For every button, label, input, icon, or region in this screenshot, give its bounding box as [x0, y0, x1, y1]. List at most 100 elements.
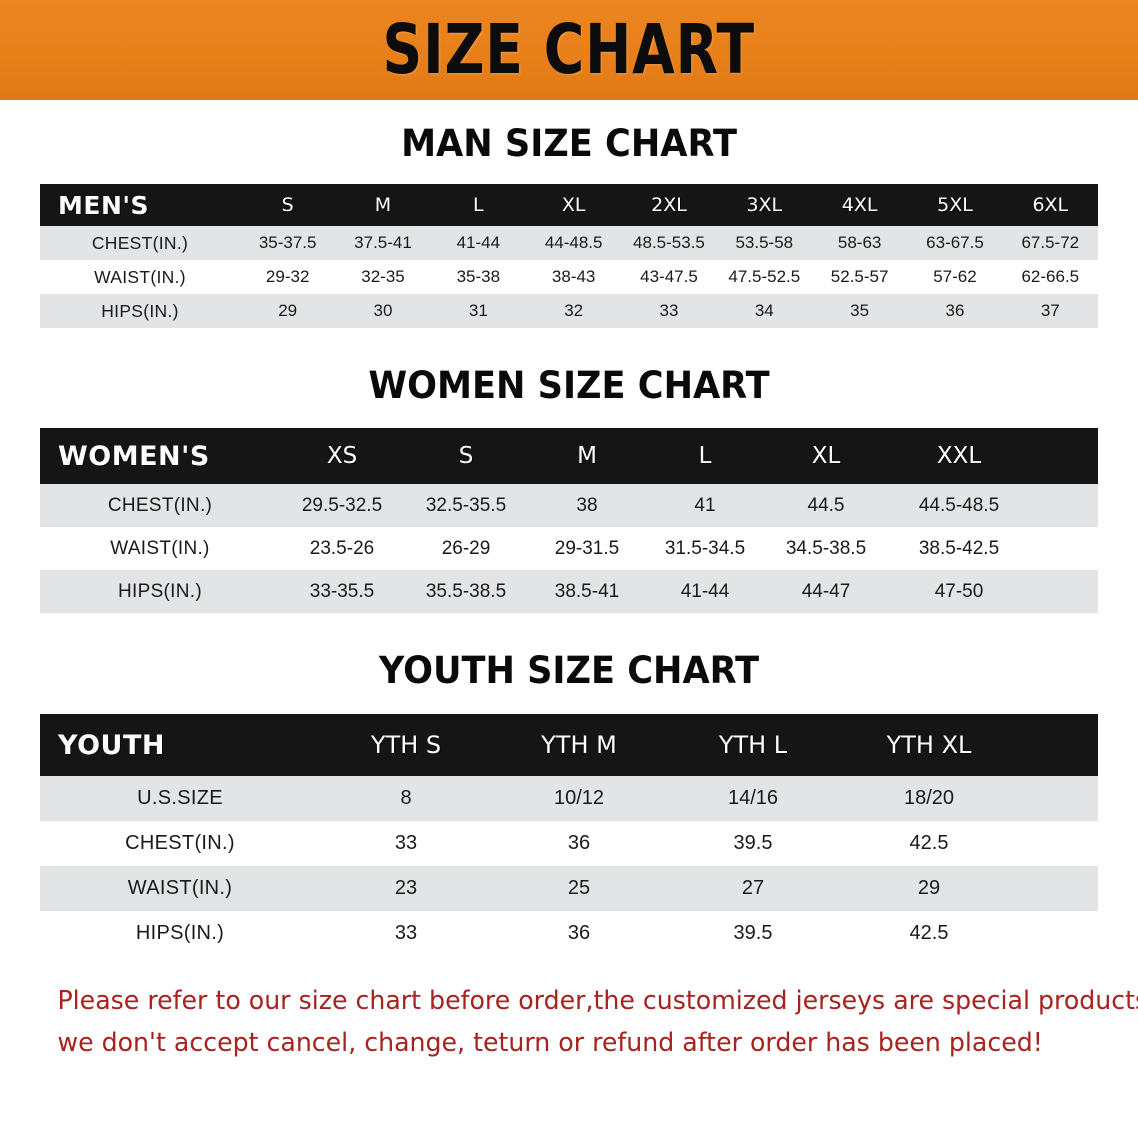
youth-column-header: YTH XL	[886, 731, 972, 759]
women-table-body: CHEST(IN.) 29.5-32.5 32.5-35.5 38 41 44.…	[40, 484, 1098, 613]
women-table-header: WOMEN'S XS S M L XL XXL	[40, 428, 1098, 484]
table-header-row: YOUTH YTH S YTH M YTH L YTH XL	[40, 714, 1098, 776]
table-cell: 36	[945, 301, 965, 320]
table-cell-spacer	[1018, 911, 1098, 956]
man-section-title: MAN SIZE CHART	[401, 122, 737, 165]
table-cell: 35-37.5	[258, 233, 317, 252]
table-cell: 42.5	[909, 832, 949, 854]
table-cell: 41-44	[456, 233, 501, 252]
table-cell: 48.5-53.5	[633, 233, 705, 252]
man-table-body: CHEST(IN.) 35-37.5 37.5-41 41-44 44-48.5…	[40, 226, 1098, 328]
table-cell: 67.5-72	[1021, 233, 1080, 252]
table-cell: 41	[694, 494, 716, 516]
row-label: CHEST(IN.)	[107, 494, 213, 516]
table-cell: 29-32	[265, 267, 310, 286]
table-cell-spacer	[1018, 866, 1098, 911]
table-cell: 31	[468, 301, 488, 320]
table-cell: 37	[1040, 301, 1060, 320]
table-cell: 44.5-48.5	[918, 494, 1000, 516]
table-cell: 25	[567, 877, 591, 899]
table-row: WAIST(IN.) 23.5-26 26-29 29-31.5 31.5-34…	[40, 527, 1098, 570]
man-column-header: L	[473, 194, 484, 216]
women-column-header: XS	[326, 443, 358, 469]
youth-column-header: YTH S	[370, 731, 442, 759]
man-column-header: 5XL	[937, 194, 973, 216]
women-column-header: L	[698, 443, 712, 469]
row-label: HIPS(IN.)	[135, 922, 225, 944]
footer-disclaimer: Please refer to our size chart before or…	[40, 980, 1138, 1064]
man-column-header: 2XL	[651, 194, 687, 216]
table-cell-spacer	[1030, 484, 1098, 527]
man-column-header: XL	[561, 194, 586, 216]
man-column-header: 3XL	[746, 194, 783, 216]
table-cell: 33	[394, 922, 418, 944]
table-cell: 39.5	[733, 922, 773, 944]
table-cell-spacer	[1018, 776, 1098, 821]
table-cell: 31.5-34.5	[664, 537, 746, 559]
youth-table-header: YOUTH YTH S YTH M YTH L YTH XL	[40, 714, 1098, 776]
women-section-title: WOMEN SIZE CHART	[368, 364, 770, 407]
table-cell: 63-67.5	[926, 233, 984, 252]
table-cell-spacer	[1030, 527, 1098, 570]
man-corner-label: MEN'S	[58, 190, 150, 220]
table-cell-spacer	[1030, 570, 1098, 613]
man-column-header: M	[374, 194, 392, 216]
table-row: WAIST(IN.) 23 25 27 29	[40, 866, 1098, 911]
table-cell: 37.5-41	[354, 233, 412, 252]
table-cell: 39.5	[733, 832, 773, 854]
table-cell: 44.5	[807, 494, 845, 516]
youth-table-body: U.S.SIZE 8 10/12 14/16 18/20 CHEST(IN.) …	[40, 776, 1098, 956]
table-cell: 34.5-38.5	[785, 537, 867, 559]
table-cell: 35	[850, 301, 870, 320]
table-cell: 53.5-58	[735, 233, 794, 252]
table-header-row: WOMEN'S XS S M L XL XXL	[40, 428, 1098, 484]
row-label: HIPS(IN.)	[118, 580, 202, 602]
table-cell-spacer	[1018, 821, 1098, 866]
man-column-header: 6XL	[1032, 194, 1069, 216]
women-size-table: WOMEN'S XS S M L XL XXL CHEST(IN.) 29.5-…	[40, 428, 1098, 613]
table-cell: 38.5-42.5	[918, 537, 1000, 559]
table-cell: 27	[741, 877, 765, 899]
table-cell: 44-47	[801, 580, 851, 602]
table-cell: 34	[754, 301, 774, 320]
table-cell: 23	[394, 877, 418, 899]
women-corner-label: WOMEN'S	[58, 440, 210, 472]
women-header-spacer	[1030, 428, 1098, 484]
youth-column-header: YTH M	[541, 731, 617, 759]
table-cell: 8	[400, 787, 412, 809]
row-label: U.S.SIZE	[137, 787, 223, 809]
row-label: HIPS(IN.)	[101, 300, 179, 321]
women-column-header: XL	[811, 443, 841, 469]
youth-size-table: YOUTH YTH S YTH M YTH L YTH XL U.S.SIZE …	[40, 714, 1098, 956]
table-cell: 18/20	[903, 787, 955, 809]
table-cell: 47.5-52.5	[728, 267, 801, 286]
table-cell: 14/16	[727, 787, 779, 809]
table-cell: 62-66.5	[1021, 267, 1080, 286]
youth-column-header: YTH L	[718, 731, 788, 759]
table-cell: 32	[564, 301, 584, 320]
table-cell: 23.5-26	[309, 537, 375, 559]
table-row: CHEST(IN.) 33 36 39.5 42.5	[40, 821, 1098, 866]
page-title: SIZE CHART	[382, 9, 756, 90]
footer-line-1: Please refer to our size chart before or…	[57, 986, 1138, 1016]
table-cell: 44-48.5	[544, 233, 603, 252]
table-cell: 35-38	[456, 267, 501, 286]
table-row: CHEST(IN.) 35-37.5 37.5-41 41-44 44-48.5…	[40, 226, 1098, 260]
man-column-header: S	[281, 194, 294, 216]
page-banner: SIZE CHART	[0, 0, 1138, 100]
youth-header-spacer	[1018, 714, 1098, 776]
table-cell: 33	[659, 301, 679, 320]
footer-line-2: we don't accept cancel, change, teturn o…	[57, 1028, 1043, 1059]
table-cell: 29	[278, 301, 298, 320]
table-cell: 52.5-57	[830, 267, 889, 286]
size-chart-sheet: MAN SIZE CHART MEN'S S M L XL 2XL 3XL 4X…	[0, 122, 1138, 1064]
table-cell: 47-50	[934, 580, 984, 602]
table-cell: 35.5-38.5	[425, 580, 507, 602]
women-column-header: S	[458, 443, 474, 469]
table-row: HIPS(IN.) 29 30 31 32 33 34 35 36 37	[40, 294, 1098, 328]
row-label: CHEST(IN.)	[125, 832, 235, 854]
table-cell: 42.5	[909, 922, 949, 944]
table-cell: 10/12	[553, 787, 605, 809]
table-cell: 36	[567, 832, 591, 854]
table-header-row: MEN'S S M L XL 2XL 3XL 4XL 5XL 6XL	[40, 184, 1098, 226]
